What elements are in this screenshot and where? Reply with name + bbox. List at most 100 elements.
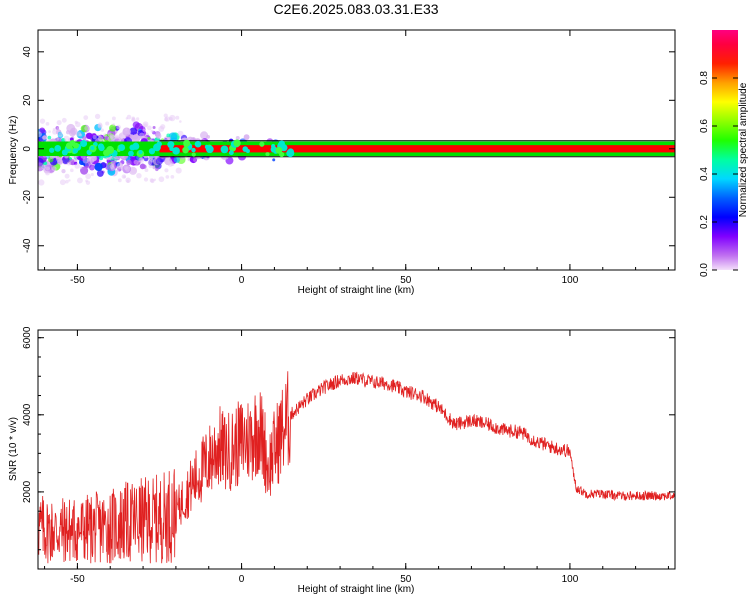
spectrogram-point — [168, 132, 178, 142]
spectrogram-haze — [148, 164, 153, 169]
spectrogram-haze — [48, 130, 51, 133]
spectrogram-haze — [110, 160, 116, 166]
x-tick-label: 0 — [239, 574, 245, 585]
spectrogram-peak — [259, 141, 265, 147]
x-tick-label: 100 — [562, 275, 579, 286]
spectrogram-haze — [85, 173, 91, 180]
spectrogram-haze — [111, 164, 115, 168]
y-tick-label: 2000 — [22, 480, 33, 503]
spectrogram-haze — [116, 169, 120, 173]
spectrogram-haze — [133, 159, 139, 165]
spectrogram-point — [139, 163, 146, 170]
spectrogram-haze — [56, 120, 62, 126]
spectrogram-point — [47, 135, 52, 140]
spectrogram-haze — [38, 179, 45, 186]
spectrogram-haze — [70, 125, 73, 128]
spectrogram-haze — [79, 166, 83, 170]
spectrogram-haze — [68, 179, 71, 182]
colorbar-gradient — [712, 30, 738, 270]
spectrogram-haze — [41, 164, 46, 170]
y-tick-label: 0 — [22, 146, 33, 152]
spectrogram-haze — [116, 162, 124, 170]
spectrogram-peak — [167, 141, 175, 149]
spectrogram-haze — [124, 166, 131, 172]
spectrogram-point — [129, 134, 135, 139]
spectrogram-peak — [169, 146, 174, 151]
y-tick-label: 40 — [22, 46, 33, 58]
chart-title: C2E6.2025.083.03.31.E33 — [273, 1, 438, 17]
spectrogram-peak — [191, 152, 196, 157]
spectrogram-peak — [72, 147, 79, 154]
spectrogram-haze — [138, 157, 145, 164]
spectrogram-point — [96, 169, 104, 177]
spectrogram-haze — [136, 172, 142, 179]
spectrogram-haze — [85, 179, 88, 183]
spectrogram-haze — [56, 126, 60, 130]
spectrogram-haze — [142, 128, 146, 132]
spectrogram-haze — [175, 167, 182, 174]
spectrogram-point — [155, 167, 159, 172]
spectrogram-haze — [146, 125, 152, 131]
spectrogram-marks — [38, 113, 675, 186]
spectrogram-haze — [64, 173, 70, 179]
spectrogram-haze — [92, 135, 97, 140]
x-tick-label: -50 — [70, 275, 85, 286]
y-tick-label: 20 — [22, 94, 33, 106]
spectrogram-panel: -50 0 50 100 -40 -20 0 20 40 Height of straight … — [8, 29, 676, 296]
spectrogram-peak — [153, 143, 161, 152]
colorbar-label: Normalized spectral amplitude — [738, 82, 749, 217]
snr-marks — [38, 371, 675, 564]
spectrogram-haze — [100, 128, 105, 132]
spectrogram-point — [82, 136, 87, 141]
spectrogram-peak — [183, 142, 189, 148]
colorbar-tick-label: 0.0 — [699, 263, 710, 277]
spectrogram-point — [272, 158, 276, 162]
colorbar: 0.0 0.2 0.4 0.6 0.8 Normalized spectral ampl… — [699, 30, 749, 277]
spectrogram-peak — [49, 147, 55, 153]
spectrogram-haze — [110, 134, 117, 141]
spectrogram-haze — [136, 117, 140, 121]
spectrogram-haze — [52, 127, 56, 131]
spectrogram-haze — [83, 115, 89, 121]
spectrogram-haze — [116, 124, 121, 130]
spectrogram-peak — [97, 143, 104, 150]
spectrogram-point — [147, 136, 151, 140]
spectrogram-point — [129, 127, 138, 136]
spectrogram-haze — [111, 116, 116, 121]
spectrogram-peak — [287, 148, 294, 155]
spectrogram-point — [42, 135, 47, 140]
spectrogram-point — [152, 125, 156, 129]
spectrogram-haze — [165, 175, 170, 179]
spectrogram-peak — [138, 150, 143, 155]
snr-panel: -50 0 50 100 2000 4000 6000 Height of straight… — [8, 326, 676, 595]
spectrogram-frame — [37, 29, 676, 271]
spectrogram-haze — [125, 117, 129, 120]
spectrogram-haze — [170, 174, 175, 179]
x-tick-label: 50 — [400, 574, 412, 585]
spectrogram-peak — [172, 147, 180, 155]
spectrogram-haze — [140, 156, 143, 160]
spectrogram-peak — [106, 146, 115, 155]
spectrogram-point — [65, 130, 71, 135]
spectrogram-haze — [126, 179, 130, 183]
x-tick-label: 100 — [562, 574, 579, 585]
y-tick-label: -20 — [22, 190, 33, 205]
spectrogram-peak — [271, 144, 276, 149]
spectrogram-haze — [38, 131, 42, 138]
spectrogram-haze — [164, 168, 169, 173]
spectrogram-haze — [158, 176, 165, 183]
spectrogram-haze — [121, 174, 127, 179]
spectrogram-haze — [97, 122, 103, 128]
spectrogram-peak — [221, 146, 229, 154]
colorbar-tick-label: 0.4 — [699, 167, 710, 181]
spectrogram-point — [132, 121, 140, 129]
spectrogram-peak — [265, 152, 270, 157]
spectrogram-point — [94, 162, 103, 172]
spectrogram-haze — [77, 177, 83, 184]
spectrogram-haze — [58, 132, 63, 137]
spectrogram-haze — [117, 178, 122, 183]
snr-x-axis-label: Height of straight line (km) — [298, 584, 415, 595]
spectrogram-haze — [65, 179, 69, 184]
spectrogram-ticks: -50 0 50 100 -40 -20 0 20 40 — [22, 30, 675, 286]
